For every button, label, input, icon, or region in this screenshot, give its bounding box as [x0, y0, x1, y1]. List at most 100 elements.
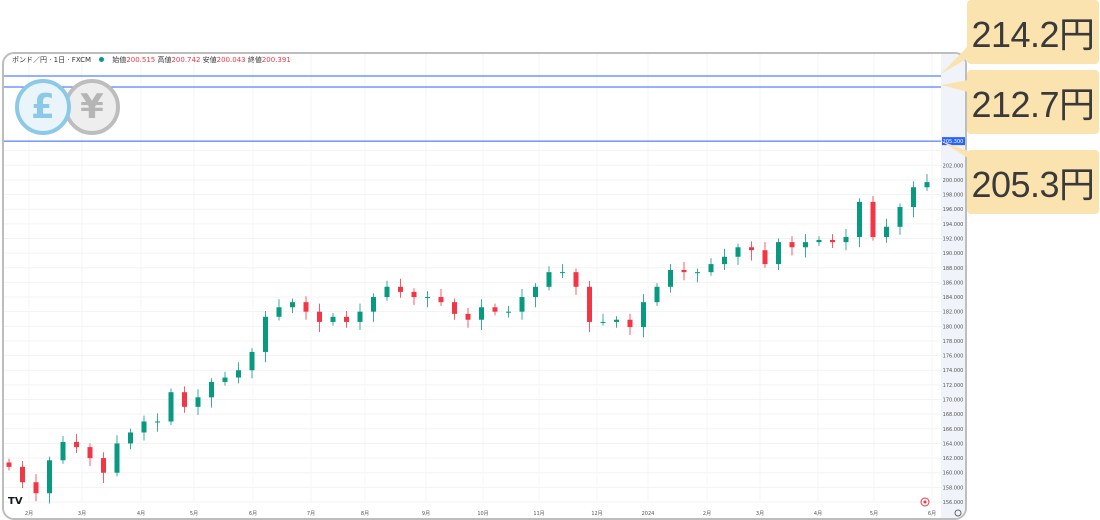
candle-body: [708, 264, 714, 273]
y-tick-label: 178.000: [943, 339, 964, 345]
candle-body: [290, 302, 295, 308]
current-price-label: 205.300: [943, 139, 964, 145]
x-tick-label: 12月: [591, 511, 602, 517]
price-callout-214: 214.2円: [967, 0, 1099, 64]
candle-body: [816, 239, 822, 243]
x-tick-label: 10月: [477, 511, 488, 517]
x-tick-label: 6月: [249, 511, 257, 517]
record-icon[interactable]: [920, 497, 930, 507]
gear-icon[interactable]: [954, 509, 962, 517]
candle-body: [330, 316, 336, 322]
candle-body: [533, 286, 538, 298]
x-tick-label: 6月: [928, 511, 936, 517]
y-tick-label: 162.000: [943, 456, 964, 462]
candlestick-chart[interactable]: 156.000 158.000 160.000 162.000 164.000 166.0…: [4, 54, 965, 518]
y-tick-label: 170.000: [943, 398, 964, 404]
y-tick-label: 186.000: [943, 280, 964, 286]
candle-body: [182, 392, 187, 407]
candle-body: [789, 242, 795, 248]
candle-body: [735, 247, 741, 257]
candle-body: [843, 237, 849, 243]
candle-body: [560, 272, 565, 274]
x-tick-label: 5月: [190, 511, 198, 517]
candle-body: [47, 460, 52, 494]
candle-body: [6, 462, 12, 467]
candle-body: [452, 302, 457, 314]
candle-body: [141, 421, 147, 433]
y-tick-label: 160.000: [943, 471, 964, 477]
market-status-icon: [99, 57, 105, 62]
y-tick-label: 174.000: [943, 368, 964, 374]
candle-body: [222, 377, 228, 382]
candle-body: [614, 319, 619, 322]
y-tick-label: 166.000: [943, 427, 964, 433]
candle-body: [398, 286, 403, 292]
x-tick-label: 3月: [756, 511, 764, 517]
candle-body: [357, 311, 363, 322]
candle-body: [20, 466, 25, 483]
candle-body: [668, 269, 673, 287]
candle-body: [114, 443, 120, 473]
candle-body: [722, 256, 727, 265]
candle-body: [749, 247, 754, 251]
candle-body: [884, 226, 889, 238]
candle-body: [762, 250, 768, 265]
close-label: 終値: [247, 56, 262, 64]
high-label: 高値: [157, 56, 172, 64]
x-tick-label: 4月: [137, 511, 145, 517]
x-tick-label: 2024: [642, 511, 655, 517]
candle-body: [87, 447, 93, 459]
x-tick-label: 5月: [870, 511, 878, 517]
candle-body: [303, 302, 309, 312]
x-tick-label: 2月: [25, 511, 33, 517]
candle-body: [317, 311, 322, 322]
callout-tail-2: [941, 80, 968, 92]
candle-body: [911, 187, 916, 208]
symbol-title[interactable]: ポンド／円 · 1日 · FXCM: [12, 56, 92, 64]
x-tick-label: 11月: [533, 511, 544, 517]
candle-body: [546, 272, 552, 287]
candle-body: [897, 207, 903, 227]
candle-body: [384, 286, 390, 298]
y-tick-label: 200.000: [943, 178, 964, 184]
candle-body: [168, 392, 174, 422]
candle-body: [641, 302, 646, 328]
current-price-badge: [942, 137, 965, 146]
y-tick-label: 158.000: [943, 485, 964, 491]
y-tick-label: 184.000: [943, 295, 964, 301]
price-callout-205: 205.3円: [967, 150, 1099, 214]
y-tick-label: 188.000: [943, 266, 964, 272]
candle-body: [425, 297, 430, 299]
callout-tails: [941, 46, 968, 158]
candle-body: [695, 272, 700, 274]
high-value: 200.742: [171, 56, 201, 64]
open-value: 200.515: [126, 56, 156, 64]
candle-body: [33, 482, 39, 494]
callout-tail-3: [941, 141, 968, 158]
y-tick-label: 192.000: [943, 236, 964, 242]
symbol-legend: ポンド／円 · 1日 · FXCM 始値200.515 高値200.742 安値…: [12, 55, 291, 65]
close-value: 200.391: [261, 56, 291, 64]
candle-body: [506, 311, 511, 313]
candle-body: [600, 321, 606, 323]
candle-body: [870, 201, 876, 238]
candle-body: [101, 458, 106, 473]
candle-body: [195, 397, 201, 407]
candle-body: [209, 381, 214, 398]
candle-body: [411, 291, 417, 298]
yen-coin-icon: ¥: [64, 79, 120, 135]
candle-body: [249, 351, 255, 371]
open-label: 始値: [112, 56, 127, 64]
candle-body: [128, 432, 133, 444]
x-tick-label: 2月: [703, 511, 711, 517]
pound-coin-icon: £: [15, 79, 71, 135]
low-value: 200.043: [216, 56, 246, 64]
candle-body: [371, 297, 376, 312]
y-tick-label: 194.000: [943, 222, 964, 228]
candle-body: [236, 370, 241, 378]
y-tick-label: 176.000: [943, 354, 964, 360]
chart-frame[interactable]: 156.000 158.000 160.000 162.000 164.000 166.0…: [2, 52, 967, 520]
price-axis[interactable]: [941, 54, 965, 518]
y-tick-label: 172.000: [943, 383, 964, 389]
candle-body: [857, 201, 862, 238]
